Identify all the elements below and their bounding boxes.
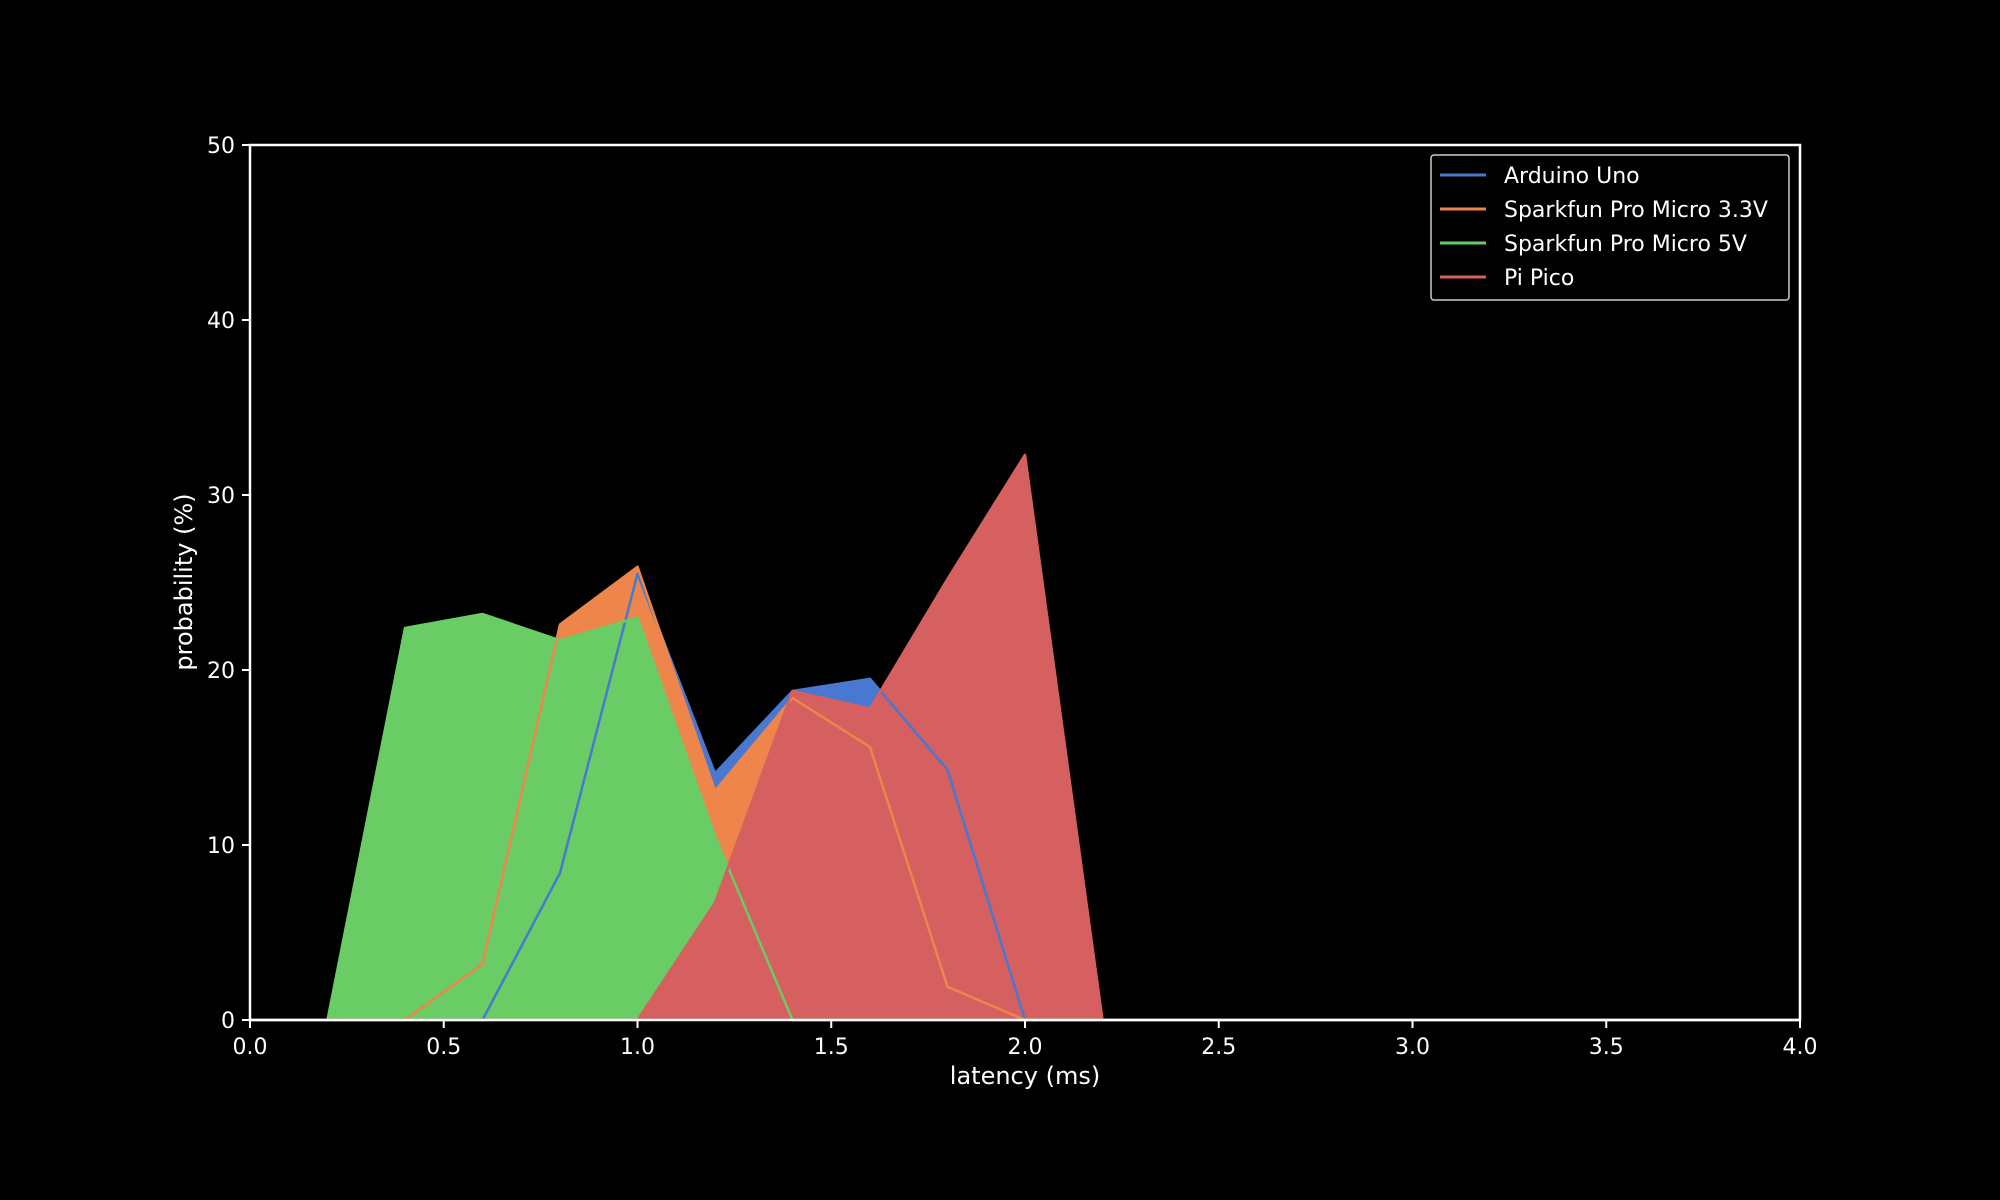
area-pi-pico <box>250 454 1800 1020</box>
y-tick-label: 10 <box>207 834 235 859</box>
legend: Arduino Uno Sparkfun Pro Micro 3.3V Sparkf… <box>1430 154 1790 301</box>
legend-label-sparkfun-pro-micro-5v: Sparkfun Pro Micro 5V <box>1504 232 1747 257</box>
x-tick-label: 1.0 <box>620 1035 655 1060</box>
y-tick-label: 50 <box>207 134 235 159</box>
x-tick-label: 3.0 <box>1395 1035 1430 1060</box>
y-tick-label: 30 <box>207 484 235 509</box>
legend-frame <box>1430 154 1790 301</box>
x-tick-label: 1.5 <box>814 1035 849 1060</box>
y-tick-label: 0 <box>221 1009 235 1034</box>
axis-ticks: 0.0 0.5 1.0 1.5 2.0 2.5 3.0 3.5 4.0 0 10 20 30 40 50 <box>207 134 1818 1060</box>
x-tick-label: 4.0 <box>1783 1035 1818 1060</box>
legend-label-arduino-uno: Arduino Uno <box>1504 164 1640 189</box>
legend-label-pi-pico: Pi Pico <box>1504 266 1574 291</box>
y-tick-label: 40 <box>207 309 235 334</box>
x-tick-label: 0.5 <box>426 1035 461 1060</box>
x-tick-label: 2.0 <box>1008 1035 1043 1060</box>
y-tick-label: 20 <box>207 659 235 684</box>
legend-label-sparkfun-pro-micro-3-3v: Sparkfun Pro Micro 3.3V <box>1504 198 1768 223</box>
y-axis-label: probability (%) <box>170 493 198 670</box>
area-sparkfun-pro-micro-5v <box>250 614 1800 1020</box>
x-tick-label: 0.0 <box>233 1035 268 1060</box>
x-axis-label: latency (ms) <box>950 1062 1100 1090</box>
x-tick-label: 2.5 <box>1201 1035 1236 1060</box>
x-tick-label: 3.5 <box>1589 1035 1624 1060</box>
series-fills <box>250 454 1800 1020</box>
plot-frame <box>248 143 1802 1022</box>
